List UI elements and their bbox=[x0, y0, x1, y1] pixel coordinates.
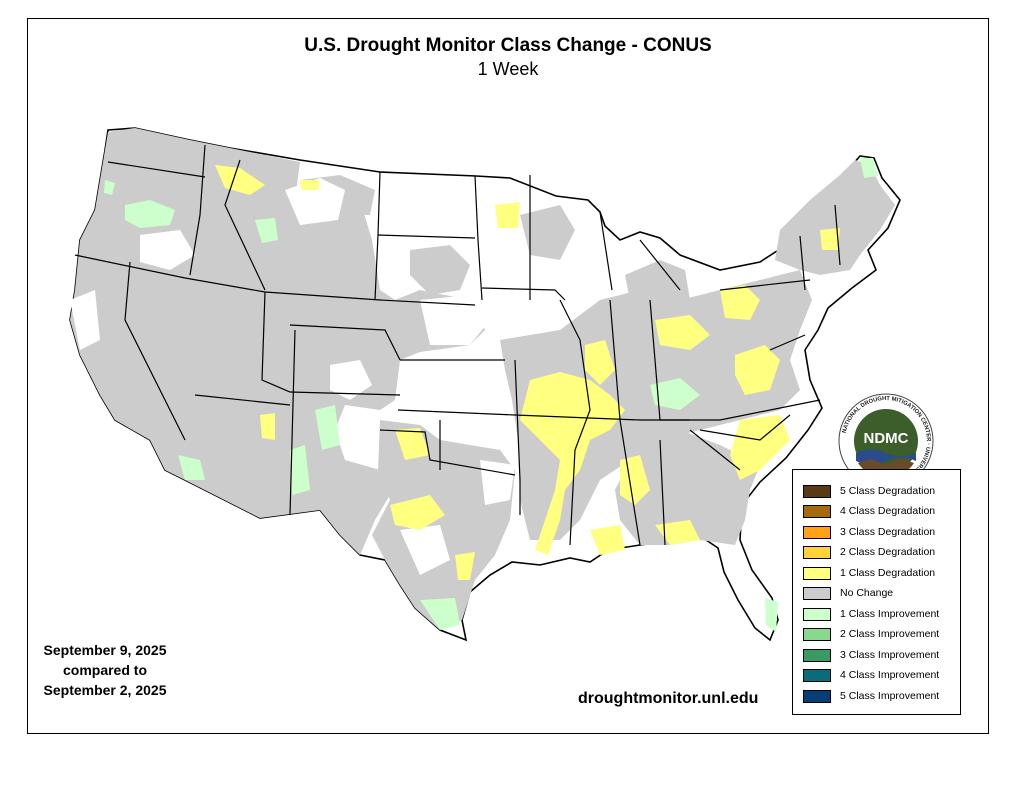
legend-swatch bbox=[803, 689, 831, 703]
mi-no-change bbox=[625, 260, 690, 310]
legend-label: 3 Class Degradation bbox=[840, 526, 936, 538]
southeast-no-change bbox=[615, 430, 760, 545]
legend-label: 1 Class Improvement bbox=[840, 608, 940, 620]
previous-date: September 2, 2025 bbox=[43, 682, 167, 698]
legend-swatch bbox=[803, 607, 831, 621]
legend-item-no-change: No Change bbox=[803, 583, 893, 603]
legend-label: 5 Class Degradation bbox=[840, 485, 936, 497]
legend-swatch bbox=[803, 627, 831, 641]
legend-item-3-class-improvement: 3 Class Improvement bbox=[803, 645, 939, 665]
legend-swatch bbox=[803, 504, 831, 518]
legend-swatch bbox=[803, 668, 831, 682]
no-drought-holes bbox=[70, 178, 515, 575]
map-subtitle: 1 Week bbox=[477, 59, 539, 79]
legend-swatch bbox=[803, 586, 831, 600]
legend-swatch bbox=[803, 545, 831, 559]
current-date: September 9, 2025 bbox=[43, 642, 167, 658]
legend-label: 3 Class Improvement bbox=[840, 649, 940, 661]
state-boundaries bbox=[74, 144, 841, 546]
legend-label: 2 Class Improvement bbox=[840, 628, 940, 640]
legend-item-4-class-degradation: 4 Class Degradation bbox=[803, 501, 935, 521]
legend-label: 4 Class Degradation bbox=[840, 505, 936, 517]
legend-label: 5 Class Improvement bbox=[840, 690, 940, 702]
legend-label: 4 Class Improvement bbox=[840, 669, 940, 681]
legend-item-3-class-degradation: 3 Class Degradation bbox=[803, 522, 935, 542]
legend-swatch bbox=[803, 566, 831, 580]
map-title: U.S. Drought Monitor Class Change - CONU… bbox=[304, 35, 712, 56]
logo-center-text: NDMC bbox=[864, 430, 909, 447]
legend-item-5-class-improvement: 5 Class Improvement bbox=[803, 686, 939, 706]
northeast-no-change bbox=[775, 160, 895, 275]
legend-item-4-class-improvement: 4 Class Improvement bbox=[803, 665, 939, 685]
legend-swatch bbox=[803, 484, 831, 498]
comparison-dates: September 9, 2025 compared to September … bbox=[20, 640, 190, 700]
source-url: droughtmonitor.unl.edu bbox=[578, 690, 759, 707]
legend-label: 1 Class Degradation bbox=[840, 567, 936, 579]
legend-item-1-class-degradation: 1 Class Degradation bbox=[803, 563, 935, 583]
legend-item-1-class-improvement: 1 Class Improvement bbox=[803, 604, 939, 624]
legend: 5 Class Degradation 4 Class Degradation … bbox=[792, 469, 961, 715]
legend-label: No Change bbox=[840, 587, 894, 599]
legend-item-5-class-degradation: 5 Class Degradation bbox=[803, 481, 935, 501]
legend-swatch bbox=[803, 648, 831, 662]
compared-to-text: compared to bbox=[62, 662, 147, 678]
legend-swatch bbox=[803, 525, 831, 539]
improvement-regions bbox=[104, 158, 878, 632]
minnesota-no-change bbox=[520, 205, 575, 260]
legend-item-2-class-degradation: 2 Class Degradation bbox=[803, 542, 935, 562]
southern-plains-no-change bbox=[372, 420, 515, 630]
legend-label: 2 Class Degradation bbox=[840, 546, 936, 558]
dakotas-no-change bbox=[410, 245, 470, 295]
legend-item-2-class-improvement: 2 Class Improvement bbox=[803, 624, 939, 644]
